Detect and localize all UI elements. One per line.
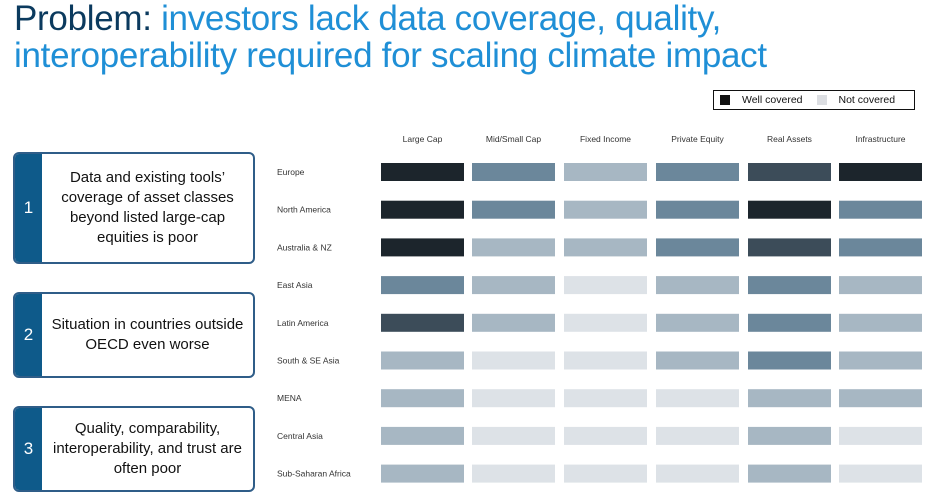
- legend-swatch-well-covered: [720, 95, 730, 105]
- heatmap-cell: [656, 426, 739, 445]
- heatmap-cell: [564, 276, 647, 295]
- title-lead: Problem:: [14, 0, 162, 38]
- heatmap-cell: [748, 389, 831, 408]
- heatmap-cell: [472, 389, 555, 408]
- heatmap-cell: [472, 426, 555, 445]
- heatmap-cell: [564, 351, 647, 370]
- row-label: Latin America: [277, 318, 329, 328]
- heatmap-cell: [748, 351, 831, 370]
- legend-swatch-not-covered: [816, 95, 827, 105]
- column-header: Real Assets: [767, 134, 812, 144]
- callout-1: 1 Data and existing tools’ coverage of a…: [13, 152, 255, 264]
- callout-text: Situation in countries outside OECD even…: [51, 316, 244, 353]
- heatmap-cell: [748, 426, 831, 445]
- heatmap-cell: [748, 464, 831, 483]
- row-label: Sub-Saharan Africa: [277, 469, 351, 479]
- heatmap-cell: [381, 389, 464, 408]
- heatmap-cell: [472, 200, 555, 219]
- heatmap-cell: [564, 464, 647, 483]
- heatmap-cell: [656, 464, 739, 483]
- heatmap-cell: [381, 238, 464, 257]
- heatmap-cell: [748, 163, 831, 181]
- heatmap-cell: [381, 464, 464, 483]
- page-title: Problem: investors lack data coverage, q…: [14, 0, 924, 74]
- column-header: Infrastructure: [855, 134, 905, 144]
- heatmap-cell: [564, 313, 647, 332]
- row-label: South & SE Asia: [277, 356, 340, 366]
- legend-label-not-covered: Not covered: [838, 94, 896, 106]
- heatmap-cell: [839, 351, 922, 370]
- heatmap-cell: [656, 200, 739, 219]
- heatmap-cell: [839, 238, 922, 257]
- heatmap-cell: [656, 351, 739, 370]
- heatmap-cell: [381, 351, 464, 370]
- heatmap-cell: [472, 163, 555, 181]
- row-label: MENA: [277, 393, 302, 403]
- heatmap-cell: [381, 163, 464, 181]
- heatmap-cell: [839, 426, 922, 445]
- heatmap-cell: [381, 313, 464, 332]
- heatmap-cell: [381, 276, 464, 295]
- heatmap-cell: [472, 351, 555, 370]
- heatmap-cell: [839, 163, 922, 181]
- column-header: Large Cap: [403, 134, 443, 144]
- heatmap-cell: [564, 389, 647, 408]
- heatmap-cell: [656, 163, 739, 181]
- heatmap-cell: [656, 276, 739, 295]
- heatmap-cell: [839, 313, 922, 332]
- title-rest: investors lack data coverage, quality, i…: [14, 0, 767, 75]
- callout-2: 2 Situation in countries outside OECD ev…: [13, 292, 255, 378]
- heatmap-cell: [564, 238, 647, 257]
- legend: Well covered Not covered: [713, 90, 915, 110]
- heatmap-cell: [381, 426, 464, 445]
- column-header: Private Equity: [671, 134, 724, 144]
- heatmap-cell: [564, 163, 647, 181]
- heatmap-cell: [656, 238, 739, 257]
- heatmap-cell: [472, 276, 555, 295]
- heatmap-cell: [839, 464, 922, 483]
- row-label: Europe: [277, 167, 305, 177]
- heatmap-cell: [748, 200, 831, 219]
- heatmap-cell: [472, 464, 555, 483]
- heatmap-cell: [472, 238, 555, 257]
- row-label: East Asia: [277, 280, 313, 290]
- heatmap-cell: [748, 313, 831, 332]
- legend-label-well-covered: Well covered: [742, 94, 803, 106]
- heatmap-cell: [839, 276, 922, 295]
- callout-3: 3 Quality, comparability, interoperabili…: [13, 406, 255, 492]
- callout-number: 2: [15, 294, 42, 376]
- heatmap-cell: [564, 200, 647, 219]
- heatmap-cell: [656, 313, 739, 332]
- callout-number: 3: [15, 408, 42, 490]
- heatmap-cell: [564, 426, 647, 445]
- heatmap-cell: [381, 200, 464, 219]
- heatmap-cell: [839, 389, 922, 408]
- heatmap-cell: [748, 276, 831, 295]
- heatmap-cell: [656, 389, 739, 408]
- row-label: North America: [277, 205, 331, 215]
- callout-text: Data and existing tools’ coverage of ass…: [61, 169, 234, 246]
- callout-number: 1: [15, 154, 42, 262]
- column-header: Fixed Income: [580, 134, 631, 144]
- column-header: Mid/Small Cap: [486, 134, 542, 144]
- row-label: Central Asia: [277, 431, 323, 441]
- heatmap-cell: [748, 238, 831, 257]
- heatmap-cell: [839, 200, 922, 219]
- callout-text: Quality, comparability, interoperability…: [53, 420, 242, 477]
- heatmap-cell: [472, 313, 555, 332]
- row-label: Australia & NZ: [277, 242, 332, 252]
